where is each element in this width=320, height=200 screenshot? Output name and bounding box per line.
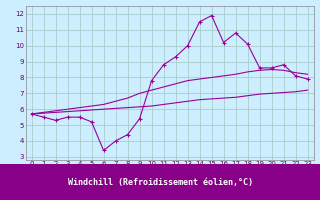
Text: Windchill (Refroidissement éolien,°C): Windchill (Refroidissement éolien,°C) [68, 178, 252, 186]
